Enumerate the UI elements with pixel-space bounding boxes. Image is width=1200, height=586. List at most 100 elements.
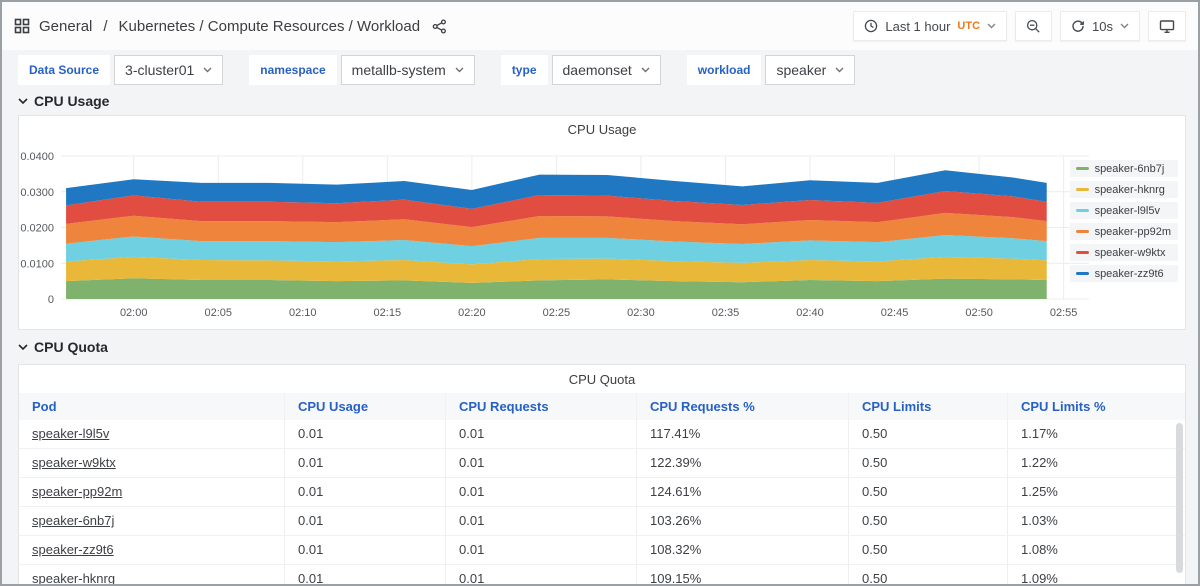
table-cell: 1.17% [1007, 420, 1185, 448]
legend-swatch [1075, 209, 1089, 212]
zoom-out-icon [1026, 19, 1041, 34]
table-cell: 1.03% [1007, 507, 1185, 535]
pod-link[interactable]: speaker-6nb7j [32, 513, 115, 528]
svg-text:02:15: 02:15 [374, 307, 402, 319]
legend-swatch [1075, 167, 1089, 170]
panel-title[interactable]: CPU Quota [568, 372, 636, 387]
pod-cell: speaker-pp92m [19, 478, 284, 506]
filter-namespace-value: metallb-system [351, 62, 446, 78]
table-scrollbar[interactable] [1176, 423, 1183, 573]
pod-link[interactable]: speaker-w9ktx [32, 455, 116, 470]
share-icon[interactable] [432, 18, 447, 34]
table-cell: 0.01 [284, 536, 445, 564]
column-header[interactable]: Pod [32, 399, 57, 414]
time-range-label: Last 1 hour [885, 18, 951, 34]
column-header[interactable]: CPU Requests % [636, 393, 848, 420]
filter-datasource-select[interactable]: 3-cluster01 [114, 55, 224, 85]
filter-workload-select[interactable]: speaker [765, 55, 856, 85]
legend-item[interactable]: speaker-l9l5v [1069, 202, 1178, 219]
legend-label: speaker-zz9t6 [1094, 267, 1164, 280]
svg-text:02:40: 02:40 [796, 307, 824, 319]
table-cell: 0.01 [284, 478, 445, 506]
pod-link[interactable]: speaker-zz9t6 [32, 542, 114, 557]
top-nav: General / Kubernetes / Compute Resources… [2, 2, 1198, 50]
svg-text:02:35: 02:35 [712, 307, 740, 319]
table-cell: 1.22% [1007, 449, 1185, 477]
column-header[interactable]: CPU Limits % [1007, 393, 1185, 420]
cpu-quota-table-body: speaker-l9l5v 0.01 0.01 117.41% 0.50 1.17% spe… [19, 420, 1185, 586]
pod-cell: speaker-l9l5v [19, 420, 284, 448]
section-title: CPU Quota [34, 339, 108, 355]
svg-text:0.0300: 0.0300 [20, 187, 54, 199]
chevron-down-icon [18, 97, 28, 104]
chevron-down-icon [641, 67, 650, 73]
column-header[interactable]: CPU Usage [284, 393, 445, 420]
filter-namespace-label: namespace [249, 55, 337, 85]
svg-text:02:45: 02:45 [881, 307, 909, 319]
legend-item[interactable]: speaker-6nb7j [1069, 160, 1178, 177]
monitor-icon [1159, 19, 1175, 34]
legend-label: speaker-6nb7j [1094, 162, 1165, 175]
filter-type-select[interactable]: daemonset [551, 55, 661, 85]
filter-datasource-value: 3-cluster01 [125, 62, 195, 78]
dashboards-grid-icon[interactable] [14, 18, 30, 34]
zoom-out-button[interactable] [1015, 11, 1053, 41]
breadcrumb-folder[interactable]: General [39, 17, 93, 35]
variable-filters: Data Source 3-cluster01 namespace metall… [18, 52, 1182, 88]
svg-text:0.0400: 0.0400 [20, 151, 54, 163]
legend-swatch [1075, 251, 1089, 254]
pod-link[interactable]: speaker-pp92m [32, 484, 123, 499]
legend-item[interactable]: speaker-pp92m [1069, 223, 1178, 240]
svg-text:02:05: 02:05 [204, 307, 232, 319]
kiosk-mode-button[interactable] [1148, 11, 1186, 41]
cpu-usage-panel: CPU Usage 0 0.0100 0.0200 0.0300 0.0400 02:00… [18, 115, 1186, 330]
table-cell: 1.25% [1007, 478, 1185, 506]
svg-text:02:20: 02:20 [458, 307, 486, 319]
table-cell: 117.41% [636, 420, 848, 448]
pod-link[interactable]: speaker-hknrg [32, 571, 116, 586]
table-cell: 0.50 [848, 449, 1007, 477]
table-row: speaker-pp92m 0.01 0.01 124.61% 0.50 1.25% [19, 478, 1185, 507]
table-cell: 0.01 [284, 565, 445, 584]
table-cell: 0.50 [848, 478, 1007, 506]
svg-text:02:00: 02:00 [120, 307, 148, 319]
column-header[interactable]: CPU Requests [445, 393, 636, 420]
time-picker-button[interactable]: Last 1 hour UTC [853, 11, 1008, 41]
filter-workload-value: speaker [776, 62, 827, 78]
filter-namespace-select[interactable]: metallb-system [340, 55, 475, 85]
table-cell: 0.01 [445, 420, 636, 448]
clock-icon [864, 19, 878, 33]
svg-text:02:50: 02:50 [965, 307, 993, 319]
table-cell: 0.01 [284, 420, 445, 448]
chevron-down-icon [1120, 23, 1129, 29]
pod-cell: speaker-6nb7j [19, 507, 284, 535]
filter-type-label: type [500, 55, 548, 85]
svg-text:0.0100: 0.0100 [20, 258, 54, 270]
legend-item[interactable]: speaker-w9ktx [1069, 244, 1178, 261]
breadcrumb-dashboard-title: Kubernetes / Compute Resources / Workloa… [118, 17, 421, 35]
svg-text:02:10: 02:10 [289, 307, 317, 319]
refresh-icon [1071, 19, 1085, 33]
column-header[interactable]: CPU Limits [848, 393, 1007, 420]
legend-swatch [1075, 188, 1089, 191]
table-cell: 0.01 [445, 565, 636, 584]
section-header-cpu-quota[interactable]: CPU Quota [18, 339, 108, 355]
pod-link[interactable]: speaker-l9l5v [32, 426, 110, 441]
cpu-usage-chart[interactable]: 0 0.0100 0.0200 0.0300 0.0400 02:00 02:05 02:10… [20, 144, 1184, 326]
pod-cell: speaker-w9ktx [19, 449, 284, 477]
refresh-button[interactable]: 10s [1060, 11, 1140, 41]
filter-namespace: namespace metallb-system [249, 55, 475, 85]
section-header-cpu-usage[interactable]: CPU Usage [18, 93, 109, 109]
panel-title[interactable]: CPU Usage [567, 122, 637, 137]
table-cell: 122.39% [636, 449, 848, 477]
legend-item[interactable]: speaker-hknrg [1069, 181, 1178, 198]
svg-text:02:30: 02:30 [627, 307, 655, 319]
table-cell: 108.32% [636, 536, 848, 564]
svg-text:0.0200: 0.0200 [20, 223, 54, 235]
chart-legend: speaker-6nb7j speaker-hknrg speaker-l9l5v s… [1069, 160, 1178, 282]
legend-item[interactable]: speaker-zz9t6 [1069, 265, 1178, 282]
svg-text:02:25: 02:25 [543, 307, 571, 319]
legend-label: speaker-l9l5v [1094, 204, 1160, 217]
table-cell: 0.50 [848, 507, 1007, 535]
